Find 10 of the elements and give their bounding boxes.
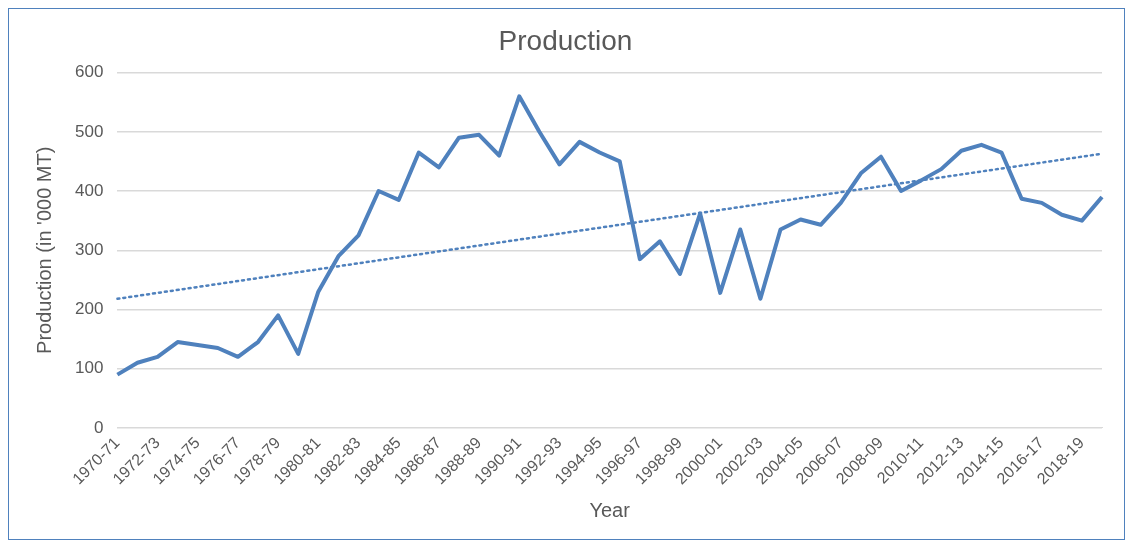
y-tick-label: 0 <box>93 417 104 437</box>
x-axis-title: Year <box>589 498 631 521</box>
y-tick-label: 200 <box>74 299 104 319</box>
y-tick-label: 400 <box>74 180 104 200</box>
chart-title: Production <box>498 24 633 56</box>
y-axis-title: Production (in '000 MT) <box>32 146 55 354</box>
y-tick-label: 600 <box>74 62 104 82</box>
y-tick-label: 500 <box>74 121 104 141</box>
y-tick-label: 100 <box>74 358 104 378</box>
y-tick-label: 300 <box>74 239 104 259</box>
